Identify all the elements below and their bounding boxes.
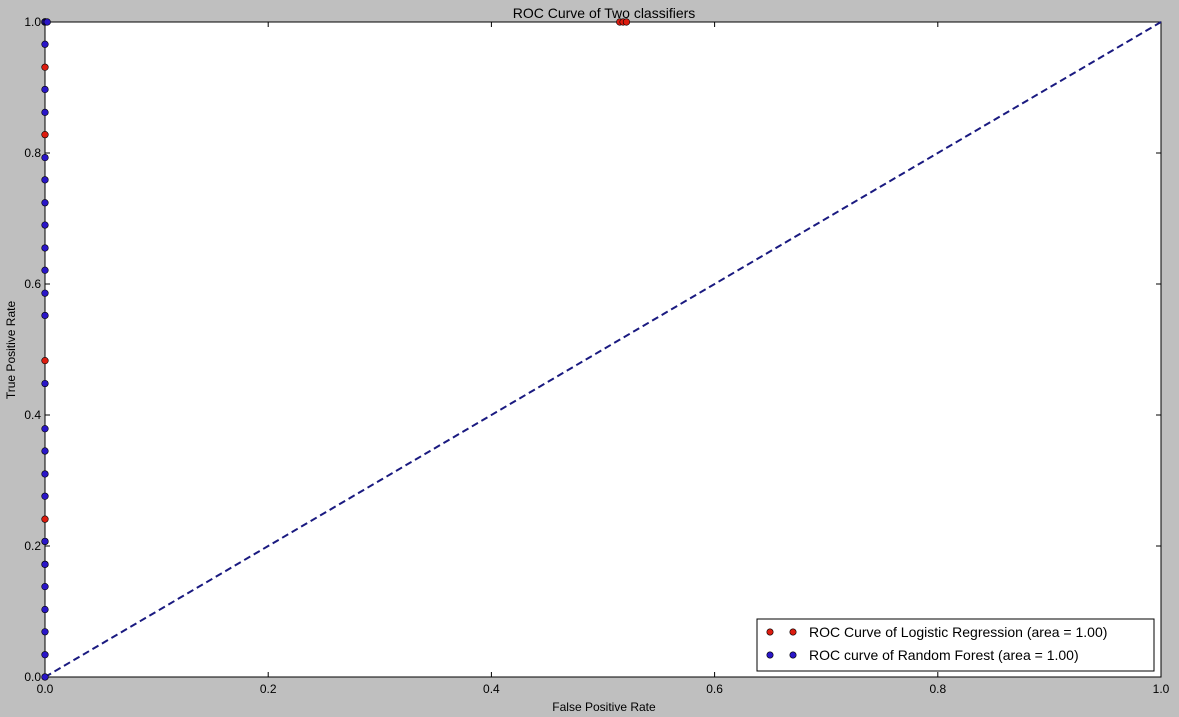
y-tick-label: 0.0 — [24, 670, 41, 684]
y-axis-label: True Positive Rate — [4, 301, 18, 400]
reference-diagonal-line — [44, 21, 1162, 678]
y-tick-label: 0.2 — [24, 539, 41, 553]
x-axis-label: False Positive Rate — [552, 700, 656, 714]
data-point — [41, 153, 49, 162]
legend-marker-lr-a — [766, 628, 774, 636]
data-point — [41, 40, 49, 48]
x-tick-label: 0.6 — [706, 682, 723, 696]
data-points — [41, 18, 631, 681]
x-tick-label: 0.2 — [260, 682, 277, 696]
data-point — [41, 108, 49, 116]
x-tick-label: 1.0 — [1153, 682, 1170, 696]
x-tick-label: 0.8 — [929, 682, 946, 696]
y-tick-label: 0.4 — [24, 408, 41, 422]
legend-marker-rf-a — [766, 651, 774, 659]
data-point — [41, 447, 49, 455]
y-tick-label: 1.0 — [24, 15, 41, 29]
chart-title: ROC Curve of Two classifiers — [513, 5, 696, 21]
data-point — [43, 18, 51, 26]
reference-line-layer — [44, 21, 1162, 678]
x-tick-label: 0.4 — [483, 682, 500, 696]
legend: ROC Curve of Logistic Regression (area =… — [756, 618, 1155, 672]
data-point — [41, 266, 49, 274]
data-point — [622, 18, 631, 26]
data-point — [41, 85, 49, 94]
data-point — [41, 221, 49, 229]
data-point — [41, 651, 49, 659]
data-point — [41, 63, 49, 71]
series-1 — [41, 18, 51, 681]
data-point — [41, 515, 49, 523]
x-axis: 0.0 0.2 0.4 0.6 0.8 1.0 — [37, 22, 1170, 696]
data-point — [41, 199, 49, 207]
legend-box — [756, 618, 1155, 672]
data-point — [41, 470, 49, 478]
legend-marker-rf-b — [789, 651, 797, 659]
data-point — [41, 357, 49, 365]
data-point — [41, 311, 49, 320]
legend-label-random-forest: ROC curve of Random Forest (area = 1.00) — [809, 647, 1079, 663]
y-tick-label: 0.8 — [24, 146, 41, 160]
data-point — [41, 673, 49, 681]
data-point — [41, 379, 49, 388]
data-point — [41, 131, 49, 139]
x-tick-label: 0.0 — [37, 682, 54, 696]
legend-label-logistic-regression: ROC Curve of Logistic Regression (area =… — [809, 624, 1107, 640]
data-point — [41, 537, 49, 546]
data-point — [41, 560, 49, 568]
data-point — [41, 425, 49, 433]
data-point — [41, 605, 49, 614]
y-axis: 0.0 0.2 0.4 0.6 0.8 1.0 — [24, 15, 1161, 684]
data-point — [41, 492, 49, 500]
y-tick-label: 0.6 — [24, 277, 41, 291]
data-point — [41, 628, 49, 636]
data-point — [41, 289, 49, 297]
data-point — [41, 244, 49, 252]
data-point — [41, 176, 49, 184]
legend-marker-lr-b — [789, 628, 797, 636]
data-point — [41, 583, 49, 591]
